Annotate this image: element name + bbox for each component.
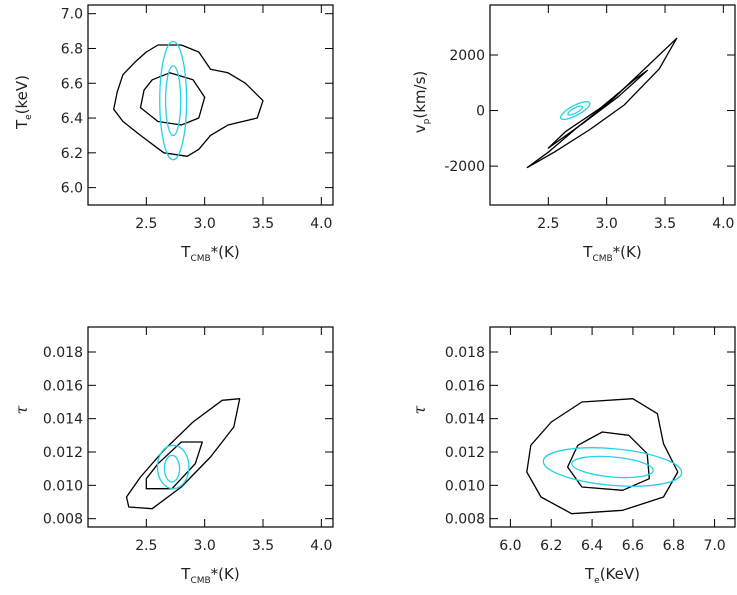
y-axis-label: τ — [12, 404, 31, 414]
y-tick-label: 6.6 — [61, 76, 83, 92]
contour-data-inner — [139, 72, 206, 126]
contour-data-outer — [113, 44, 264, 157]
x-tick-label: 6.6 — [622, 538, 644, 554]
contour-model-outer — [159, 40, 188, 161]
x-tick-label: 6.4 — [581, 538, 603, 554]
y-tick-label: 6.8 — [61, 41, 83, 57]
x-tick-label: 2.5 — [135, 538, 157, 554]
y-tick-label: 0.016 — [43, 378, 83, 394]
x-tick-label: 7.0 — [703, 538, 725, 554]
x-axis-label: TCMB*(K) — [180, 243, 239, 264]
y-tick-label: 0.012 — [43, 445, 83, 461]
x-tick-label: 2.5 — [135, 216, 157, 232]
chart-panel-2: 2.5 3.0 3.5 4.0 -2000 0 2000 TCMB*(K) vp(km/s) — [411, 4, 736, 264]
x-tick-label: 6.0 — [499, 538, 521, 554]
contour-data-inner — [145, 441, 203, 490]
y-tick-label: 6.0 — [61, 181, 83, 197]
x-tick-label: 3.0 — [194, 538, 216, 554]
y-tick-label: 0.014 — [445, 412, 485, 428]
contour-data-outer — [526, 398, 679, 515]
contour-model-outer — [559, 101, 591, 121]
x-tick-label: 6.2 — [540, 538, 562, 554]
y-tick-label: -2000 — [444, 159, 485, 175]
y-tick-label: 2000 — [449, 48, 485, 64]
x-axis-label: Te(KeV) — [584, 565, 640, 586]
x-tick-label: 3.5 — [654, 216, 676, 232]
y-tick-label: 0.018 — [445, 345, 485, 361]
plot-frame — [489, 4, 736, 206]
contour-data-inner — [547, 69, 649, 149]
y-tick-label: 0.008 — [445, 512, 485, 528]
plot-frame — [489, 326, 736, 528]
y-tick-label: 0.010 — [43, 478, 83, 494]
x-tick-label: 4.0 — [310, 538, 332, 554]
x-axis-label: TCMB*(K) — [180, 565, 239, 586]
y-tick-label: 6.4 — [61, 111, 83, 127]
x-tick-label: 3.0 — [194, 216, 216, 232]
x-tick-label: 3.0 — [596, 216, 618, 232]
x-tick-label: 6.8 — [663, 538, 685, 554]
x-tick-label: 4.0 — [712, 216, 734, 232]
chart-panel-3: 2.5 3.0 3.5 4.0 0.008 0.010 0.012 0.014 0.016 0.0… — [12, 326, 334, 586]
y-axis-label: τ — [410, 404, 429, 414]
contour-model-inner — [164, 65, 182, 137]
x-tick-label: 2.5 — [537, 216, 559, 232]
x-tick-label: 3.5 — [252, 538, 274, 554]
y-tick-label: 0.014 — [43, 412, 83, 428]
y-tick-label: 0.010 — [445, 478, 485, 494]
x-tick-label: 3.5 — [252, 216, 274, 232]
y-tick-label: 0.012 — [445, 445, 485, 461]
contour-data-outer — [125, 398, 241, 510]
y-tick-label: 0.016 — [445, 378, 485, 394]
plot-frame — [87, 4, 334, 206]
contour-model-inner — [571, 455, 654, 479]
y-tick-label: 7.0 — [61, 7, 83, 23]
y-axis-label: Te(keV) — [13, 75, 34, 130]
contour-model-inner — [163, 454, 181, 483]
chart-panel-4: 6.0 6.2 6.4 6.6 6.8 7.0 0.008 0.010 0.012 0.014 0.… — [410, 326, 736, 586]
plot-frame — [87, 326, 334, 528]
contour-model-inner — [567, 105, 584, 116]
y-tick-label: 0 — [476, 104, 485, 120]
contour-data-outer — [526, 37, 678, 169]
contour-model-outer — [542, 447, 683, 487]
y-axis-label: vp(km/s) — [411, 71, 432, 133]
x-tick-label: 4.0 — [310, 216, 332, 232]
chart-panel-1: 2.5 3.0 3.5 4.0 6.0 6.2 6.4 6.6 6.8 7.0 TCMB*(K) Te… — [13, 4, 334, 264]
contour-model-outer — [156, 444, 190, 490]
y-tick-label: 0.018 — [43, 345, 83, 361]
y-tick-label: 6.2 — [61, 146, 83, 162]
x-axis-label: TCMB*(K) — [582, 243, 641, 264]
y-tick-label: 0.008 — [43, 512, 83, 528]
